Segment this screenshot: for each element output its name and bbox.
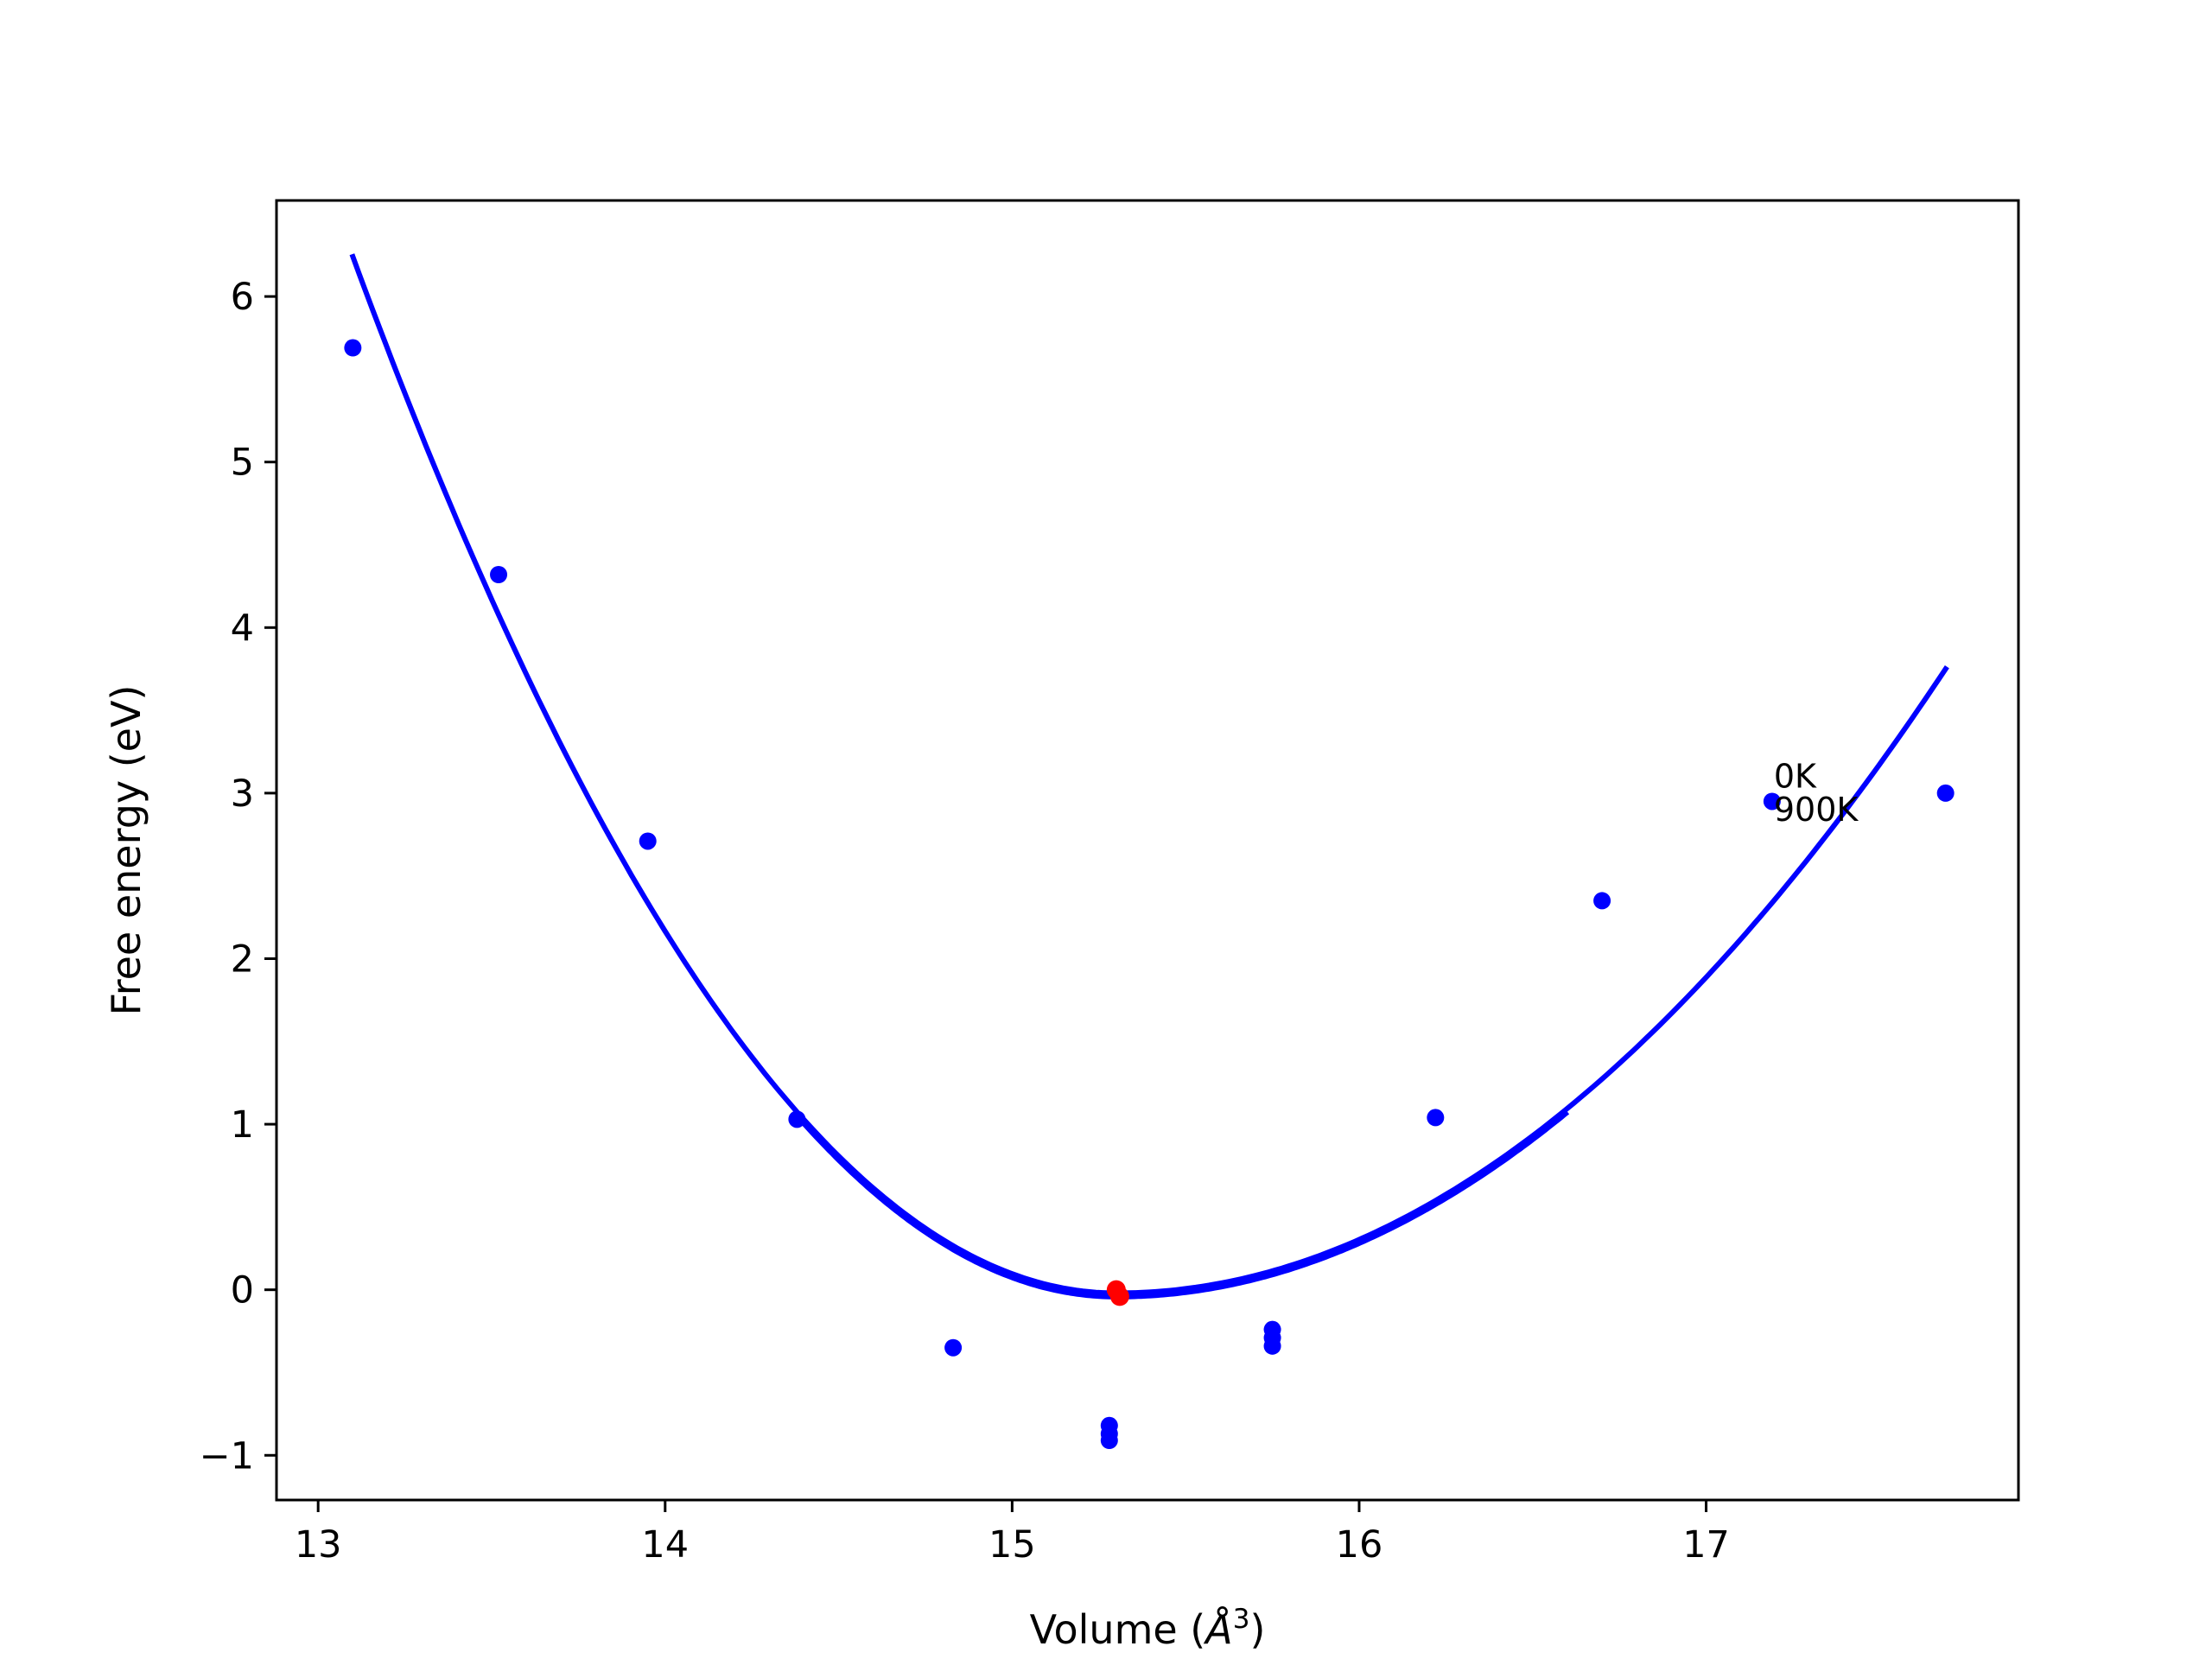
x-axis-label-unit: Å — [1203, 1606, 1232, 1653]
y-tick-label: 6 — [231, 276, 254, 319]
x-tick-label: 14 — [641, 1523, 689, 1567]
x-tick-label: 15 — [988, 1523, 1036, 1567]
plot-area — [344, 253, 1955, 1450]
fit-curve-overlap — [801, 1109, 1570, 1300]
y-tick-label: 3 — [231, 772, 254, 816]
minimum-point — [1109, 1287, 1129, 1306]
x-axis-label-text: Volume ( — [1030, 1606, 1206, 1653]
x-axis-label-exponent: 3 — [1233, 1604, 1250, 1635]
x-axis-label-close: ) — [1249, 1606, 1265, 1653]
y-axis-ticks: −1 0 1 2 3 4 5 6 — [200, 276, 276, 1478]
y-tick-label: −1 — [200, 1434, 254, 1478]
y-tick-label: 5 — [231, 442, 254, 485]
y-tick-label: 0 — [231, 1269, 254, 1313]
temperature-annotation: 0K — [1774, 758, 1817, 796]
data-point — [344, 339, 362, 357]
data-point — [788, 1110, 806, 1128]
data-point — [1100, 1432, 1118, 1450]
x-tick-label: 16 — [1336, 1523, 1383, 1567]
data-point — [490, 565, 508, 583]
x-axis-ticks: 13 14 15 16 17 — [295, 1500, 1730, 1567]
y-tick-label: 4 — [231, 607, 254, 650]
x-tick-label: 13 — [295, 1523, 342, 1567]
data-point — [639, 832, 657, 850]
temperature-annotation: 900K — [1774, 791, 1859, 829]
axes-frame — [275, 199, 2020, 1502]
y-tick-label: 1 — [231, 1103, 254, 1147]
y-axis-label: Free energy (eV) — [103, 685, 149, 1016]
data-point — [1427, 1109, 1445, 1127]
x-tick-label: 17 — [1682, 1523, 1730, 1567]
data-point — [1936, 784, 1955, 802]
fit-curve — [349, 253, 1949, 1296]
data-point — [1593, 892, 1611, 910]
data-point — [1263, 1337, 1281, 1355]
data-point — [1763, 792, 1781, 810]
x-axis-label: Volume (Å3) — [1030, 1604, 1266, 1653]
y-tick-label: 2 — [231, 938, 254, 981]
data-point — [944, 1338, 963, 1357]
